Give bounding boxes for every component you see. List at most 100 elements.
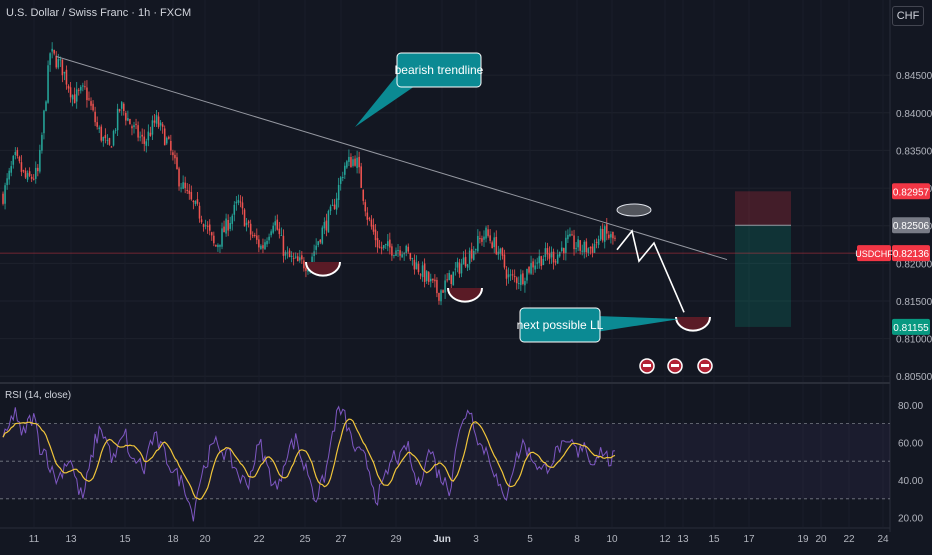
candle-body [573, 235, 575, 250]
candle-body [462, 257, 465, 265]
candle-body [159, 122, 162, 126]
bearish-trendline[interactable] [55, 55, 728, 261]
price-tick-label: 0.81500 [896, 297, 932, 308]
candle-body [556, 254, 559, 264]
candle-body [331, 205, 334, 207]
candle-body [49, 53, 51, 65]
candle-body [217, 244, 219, 248]
candle-body [63, 71, 66, 74]
candle-body [176, 157, 178, 170]
time-tick-label: 24 [877, 534, 889, 545]
candle-body [534, 265, 536, 270]
candle-body [585, 241, 588, 253]
candle-body [477, 235, 479, 252]
candle-body [415, 262, 418, 270]
symbol-label: USDCHF [855, 249, 893, 259]
candle-body [59, 59, 62, 61]
candle-body [182, 182, 184, 189]
candle-body [2, 193, 4, 204]
time-tick-label: 22 [843, 534, 855, 545]
candle-body [546, 248, 549, 255]
candle-body [530, 262, 532, 274]
candle-body [227, 219, 229, 231]
price-tick-label: 0.80500 [896, 372, 932, 383]
candle-body [12, 155, 15, 165]
candle-body [505, 269, 508, 279]
time-tick-label: 10 [606, 534, 618, 545]
candle-body [610, 234, 612, 238]
candle-body [221, 228, 223, 247]
candle-body [96, 122, 98, 127]
candle-body [294, 256, 297, 258]
trendline-touch-ellipse[interactable] [616, 203, 652, 217]
time-tick-label: 8 [574, 534, 580, 545]
candle-body [86, 87, 88, 101]
candle-body [186, 189, 189, 191]
callout-next-possible-ll[interactable] [519, 307, 601, 343]
candle-body [276, 219, 279, 230]
candle-body [180, 187, 182, 189]
callout-bearish-trendline-label: bearish trendline [395, 63, 484, 77]
candle-body [98, 127, 100, 129]
us-event-flag-icon[interactable] [697, 358, 713, 374]
position-stop-zone[interactable] [735, 191, 791, 226]
time-tick-label: Jun [433, 534, 451, 545]
candle-body [468, 250, 471, 264]
candle-body [403, 253, 405, 255]
candle-body [452, 271, 455, 286]
candle-body [274, 221, 277, 226]
candle-body [251, 235, 254, 237]
candle-body [393, 255, 395, 257]
chart-title: U.S. Dollar / Swiss Franc · 1h · FXCM [6, 7, 192, 19]
candle-body [43, 110, 45, 134]
candle-body [137, 125, 139, 138]
candle-body [563, 247, 565, 254]
candle-body [356, 157, 358, 168]
candle-body [448, 272, 450, 281]
candle-body [407, 246, 410, 252]
candle-body [100, 126, 103, 141]
candle-body [253, 234, 256, 236]
candle-body [231, 215, 234, 224]
candle-body [112, 131, 115, 146]
swing-low-arc-3[interactable] [675, 316, 711, 332]
position-target-zone[interactable] [735, 225, 791, 327]
candle-body [39, 150, 41, 172]
candle-body [569, 233, 571, 237]
swing-low-arc-1[interactable] [305, 261, 341, 277]
candle-body [606, 224, 608, 234]
candle-body [472, 250, 475, 260]
us-event-flag-icon[interactable] [639, 358, 655, 374]
candle-body [372, 224, 375, 232]
candle-body [423, 263, 426, 282]
candle-body [145, 141, 148, 146]
candle-body [288, 250, 291, 258]
callout-bearish-trendline[interactable] [396, 52, 482, 88]
candle-body [317, 241, 319, 246]
time-tick-label: 15 [119, 534, 131, 545]
rsi-ma-line [2, 418, 616, 501]
swing-low-arc-3-fill [676, 317, 710, 331]
price-marker-label: 0.81155 [893, 323, 929, 334]
us-event-flag-icon[interactable] [667, 358, 683, 374]
candle-body [213, 235, 215, 244]
candle-body [239, 201, 242, 203]
candle-body [370, 219, 373, 227]
currency-button[interactable]: CHF [892, 6, 924, 26]
candle-body [382, 245, 385, 249]
candle-body [14, 151, 17, 156]
candle-body [515, 277, 518, 284]
candle-body [41, 134, 43, 151]
time-tick-label: 11 [29, 534, 40, 545]
candle-body [554, 261, 557, 263]
price-tick-label: 0.82000 [896, 259, 932, 270]
projection-path[interactable] [616, 229, 685, 313]
candle-body [51, 48, 53, 52]
candle-body [409, 252, 412, 260]
swing-low-arc-2[interactable] [447, 287, 483, 303]
candle-body [419, 274, 422, 276]
candle-body [323, 222, 326, 229]
candle-body [147, 131, 150, 141]
candle-body [507, 274, 510, 278]
